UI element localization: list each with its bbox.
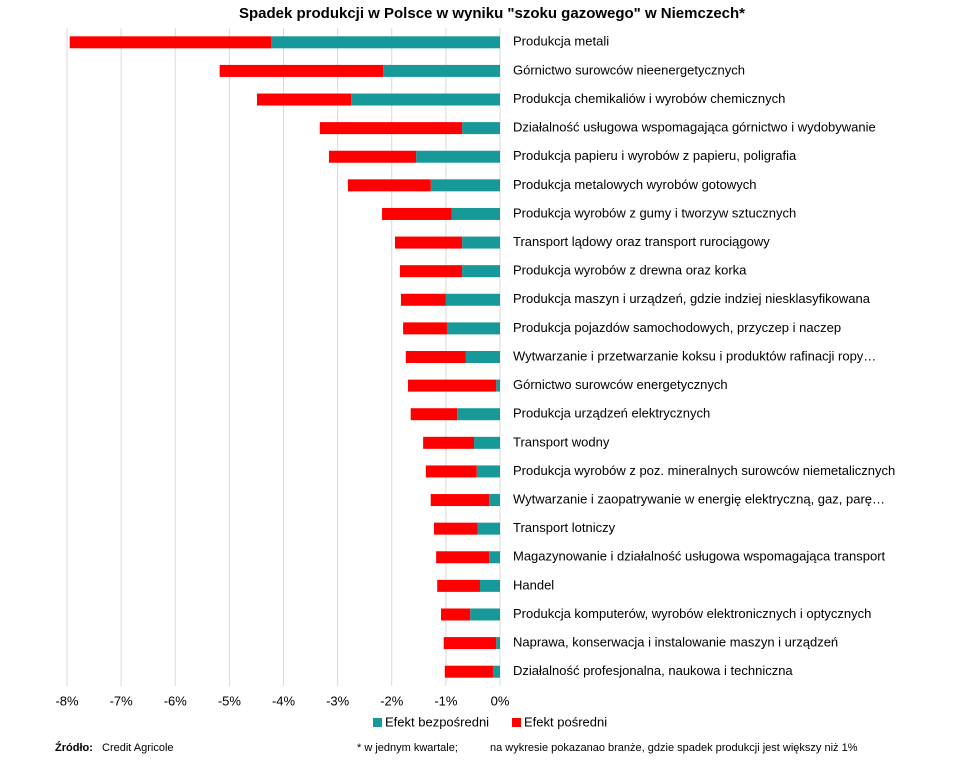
bar — [489, 551, 500, 564]
bar — [457, 408, 500, 421]
bar — [403, 322, 447, 335]
bar — [328, 150, 417, 163]
legend-swatch — [373, 718, 382, 727]
bar — [256, 93, 352, 106]
x-tick-label: 0% — [491, 693, 510, 708]
x-tick-label: -2% — [380, 693, 404, 708]
bar — [474, 436, 500, 449]
bar — [394, 236, 463, 249]
bar — [479, 579, 500, 592]
bar — [446, 322, 500, 335]
x-tick-label: -7% — [110, 693, 134, 708]
y-tick-label: Produkcja pojazdów samochodowych, przycz… — [513, 320, 841, 335]
y-tick-label: Transport wodny — [513, 434, 610, 449]
y-tick-label: Produkcja metalowych wyrobów gotowych — [513, 177, 757, 192]
x-tick-label: -8% — [55, 693, 79, 708]
footnote: * w jednym kwartale; — [357, 742, 458, 754]
bar — [437, 579, 480, 592]
y-tick-label: Produkcja urządzeń elektrycznych — [513, 406, 710, 421]
y-tick-label: Górnictwo surowców energetycznych — [513, 377, 728, 392]
x-tick-label: -6% — [164, 693, 188, 708]
bar — [462, 122, 500, 135]
bar — [489, 494, 500, 507]
bar — [496, 637, 500, 650]
bar — [425, 465, 477, 478]
bar — [462, 236, 500, 249]
y-tick-label: Produkcja komputerów, wyrobów elektronic… — [513, 606, 871, 621]
bar — [470, 608, 500, 621]
bar — [410, 408, 458, 421]
y-tick-label: Górnictwo surowców nieenergetycznych — [513, 62, 745, 77]
source-label: Źródło: — [55, 741, 93, 754]
bar — [465, 351, 500, 363]
bar — [407, 379, 497, 392]
legend-label: Efekt bezpośredni — [385, 714, 489, 729]
bar — [451, 207, 500, 220]
y-tick-label: Produkcja wyrobów z drewna oraz korka — [513, 263, 747, 278]
legend-swatch — [512, 718, 521, 727]
bar — [492, 665, 500, 678]
source: Credit Agricole — [102, 742, 174, 754]
y-tick-label: Produkcja wyrobów z poz. mineralnych sur… — [513, 463, 895, 478]
bar — [69, 36, 272, 49]
bar — [347, 179, 431, 192]
bar — [444, 665, 493, 678]
bar — [416, 150, 500, 163]
y-tick-label: Działalność profesjonalna, naukowa i tec… — [513, 663, 793, 678]
y-tick-label: Produkcja maszyn i urządzeń, gdzie indzi… — [513, 291, 871, 306]
legend-label: Efekt pośredni — [524, 714, 607, 729]
y-tick-label: Produkcja wyrobów z gumy i tworzyw sztuc… — [513, 205, 796, 220]
y-tick-label: Transport lądowy oraz transport rurociąg… — [513, 234, 770, 249]
bar — [445, 293, 500, 306]
y-tick-label: Wytwarzanie i zaopatrywanie w energię el… — [513, 491, 885, 506]
bar — [271, 36, 500, 49]
y-tick-label: Transport lotniczy — [513, 520, 616, 535]
x-tick-label: -4% — [272, 693, 296, 708]
bar — [383, 64, 500, 77]
bar — [351, 93, 500, 106]
bar — [319, 122, 463, 135]
footnote: na wykresie pokazanao branże, gdzie spad… — [490, 742, 858, 754]
y-tick-label: Produkcja papieru i wyrobów z papieru, p… — [513, 148, 797, 163]
bar — [382, 207, 452, 220]
bar — [400, 293, 446, 306]
chart-title: Spadek produkcji w Polsce w wyniku "szok… — [239, 5, 745, 22]
y-tick-label: Handel — [513, 577, 554, 592]
bar — [433, 522, 478, 535]
y-tick-label: Magazynowanie i działalność usługowa wsp… — [513, 549, 886, 564]
bar — [443, 637, 497, 650]
bar — [430, 179, 500, 192]
bar — [405, 351, 466, 363]
bar — [430, 494, 490, 507]
bar — [436, 551, 490, 564]
bar — [477, 522, 500, 535]
y-tick-label: Produkcja chemikaliów i wyrobów chemiczn… — [513, 91, 785, 106]
y-tick-label: Wytwarzanie i przetwarzanie koksu i prod… — [513, 348, 876, 363]
y-tick-label: Produkcja metali — [513, 34, 609, 49]
x-tick-label: -3% — [326, 693, 350, 708]
bar — [441, 608, 471, 621]
bar — [399, 265, 463, 278]
bar — [496, 379, 500, 392]
bar — [476, 465, 500, 478]
x-tick-label: -1% — [434, 693, 458, 708]
y-tick-label: Naprawa, konserwacja i instalowanie masz… — [513, 635, 838, 650]
bar — [219, 64, 384, 77]
bar — [462, 265, 500, 278]
y-tick-label: Działalność usługowa wspomagająca górnic… — [513, 120, 876, 135]
x-tick-label: -5% — [218, 693, 242, 708]
bar — [423, 436, 475, 449]
